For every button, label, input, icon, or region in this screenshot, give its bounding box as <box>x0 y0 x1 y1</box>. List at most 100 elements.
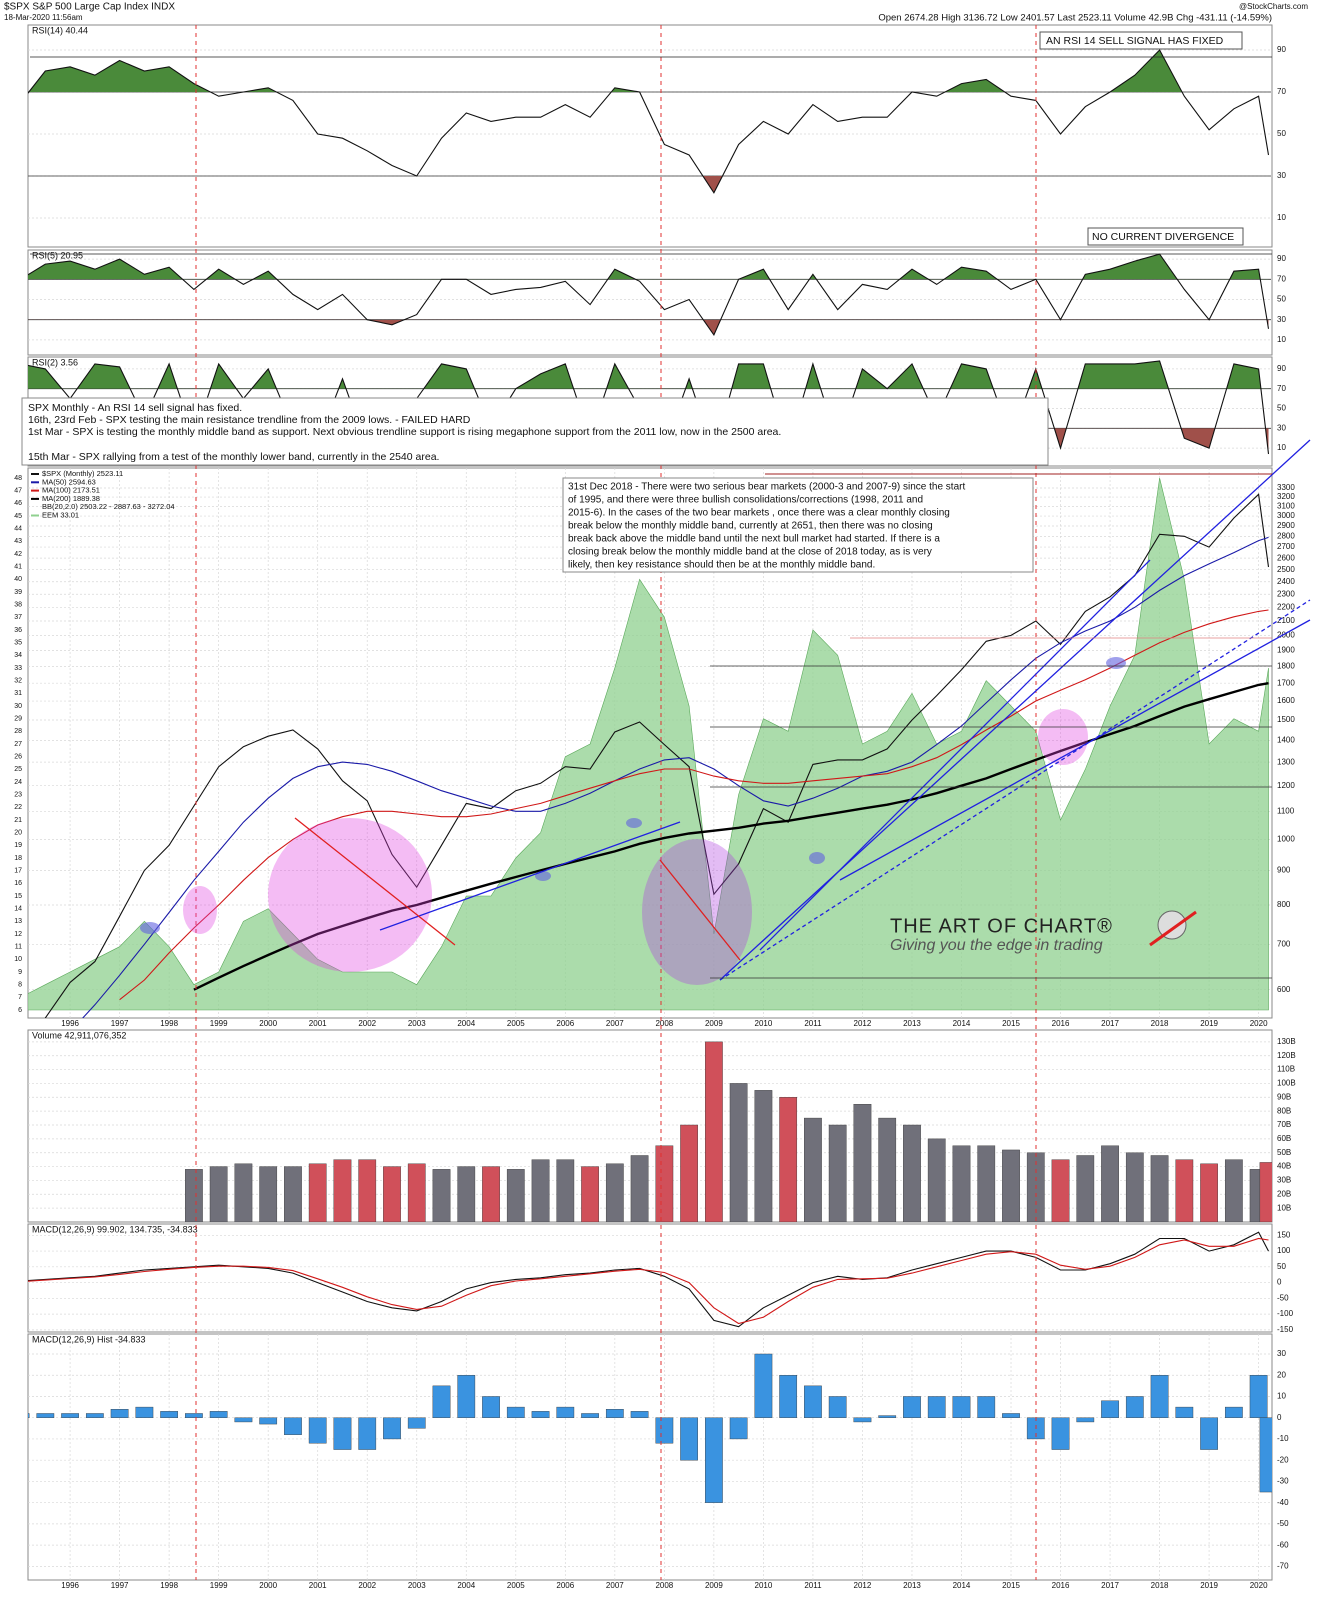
y2-tick-label: 12 <box>14 931 22 938</box>
y2-tick-label: 13 <box>14 918 22 925</box>
y-tick-label: 2600 <box>1277 553 1295 562</box>
y-tick-label: 70 <box>1277 384 1286 393</box>
y-tick-label: 80B <box>1277 1106 1291 1115</box>
x-tick-label: 2002 <box>358 1581 376 1590</box>
y-tick-label: 3200 <box>1277 492 1295 501</box>
bar <box>407 1163 426 1222</box>
x-tick-label: 2016 <box>1052 1581 1070 1590</box>
bar <box>1249 1375 1268 1418</box>
y-tick-label: 30 <box>1277 315 1286 324</box>
highlight <box>535 871 551 881</box>
bar <box>1259 1162 1272 1222</box>
y2-tick-label: 26 <box>14 754 22 761</box>
bar <box>457 1375 476 1418</box>
y-tick-label: 600 <box>1277 985 1291 994</box>
date: 18-Mar-2020 11:56am <box>4 13 83 22</box>
y-tick-label: 40B <box>1277 1162 1291 1171</box>
highlight <box>268 818 432 972</box>
y-tick-label: 50B <box>1277 1148 1291 1157</box>
bar <box>482 1166 500 1222</box>
panel <box>28 49 1271 219</box>
y-tick-label: 10B <box>1277 1203 1291 1212</box>
x-tick-label: 2004 <box>457 1019 475 1028</box>
panel-title: RSI(2) 3.56 <box>32 357 78 367</box>
trendline <box>379 821 681 931</box>
bar <box>531 1159 550 1222</box>
series-line <box>28 1237 1269 1325</box>
y2-tick-label: 6 <box>18 1007 22 1014</box>
y-tick-label: 1200 <box>1277 781 1295 790</box>
bar <box>1259 1417 1272 1493</box>
x-tick-label: 2007 <box>606 1581 624 1590</box>
overbought-fill <box>28 50 1269 92</box>
y-tick-label: 0 <box>1277 1278 1282 1287</box>
bar <box>432 1385 451 1418</box>
y2-tick-label: 40 <box>14 576 22 583</box>
legend-entry: EEM 33.01 <box>42 510 79 519</box>
logo-title: THE ART OF CHART® <box>890 915 1113 937</box>
bar <box>977 1396 996 1418</box>
x-tick-label: 2001 <box>309 1581 327 1590</box>
panel-frame <box>27 1223 1273 1333</box>
y-tick-label: 30B <box>1277 1176 1291 1185</box>
annotation-line: 2015-6). In the cases of the two bear ma… <box>568 508 950 519</box>
y-tick-label: 130B <box>1277 1037 1296 1046</box>
panel-note: NO CURRENT DIVERGENCE <box>1092 231 1234 243</box>
y2-tick-label: 44 <box>14 526 22 533</box>
y2-tick-label: 32 <box>14 678 22 685</box>
source: @StockCharts.com <box>1239 2 1308 11</box>
trendline <box>759 559 1151 951</box>
y2-tick-label: 30 <box>14 703 22 710</box>
bar <box>1051 1159 1070 1222</box>
bar <box>284 1166 302 1222</box>
y-tick-label: 3300 <box>1277 483 1295 492</box>
x-tick-label: 2010 <box>755 1581 773 1590</box>
x-tick-label: 2020 <box>1250 1581 1268 1590</box>
x-tick-label: 2017 <box>1101 1581 1119 1590</box>
x-tick-label: 2007 <box>606 1019 624 1028</box>
annotation-line: 31st Dec 2018 - There were two serious b… <box>568 482 965 493</box>
bar <box>259 1166 278 1222</box>
y-tick-label: 2700 <box>1277 542 1295 551</box>
y-tick-label: 50 <box>1277 1262 1286 1271</box>
y-tick-label: 70 <box>1277 274 1286 283</box>
x-tick-label: 2001 <box>309 1019 327 1028</box>
bar <box>407 1417 426 1429</box>
bar <box>432 1169 451 1222</box>
bar <box>1150 1375 1169 1418</box>
y-tick-label: 1300 <box>1277 757 1295 766</box>
bar <box>655 1417 674 1444</box>
x-tick-label: 2015 <box>1002 1019 1020 1028</box>
y2-tick-label: 19 <box>14 842 22 849</box>
note-box <box>1087 227 1244 246</box>
legend-entry: $SPX (Monthly) 2523.11 <box>42 469 123 478</box>
y2-tick-label: 33 <box>14 665 22 672</box>
x-tick-label: 2000 <box>259 1019 277 1028</box>
y-tick-label: 70 <box>1277 87 1286 96</box>
y2-tick-label: 48 <box>14 475 22 482</box>
y2-tick-label: 42 <box>14 551 22 558</box>
bar <box>828 1124 847 1222</box>
bar <box>804 1385 822 1418</box>
y-tick-label: 1700 <box>1277 678 1295 687</box>
y-tick-label: 90 <box>1277 254 1286 263</box>
annotation-line: break back above the middle band until t… <box>568 534 940 545</box>
y-tick-label: 60B <box>1277 1134 1291 1143</box>
x-tick-label: 2013 <box>903 1581 921 1590</box>
x-tick-label: 2009 <box>705 1019 723 1028</box>
x-tick-label: 2003 <box>408 1581 426 1590</box>
series-line <box>44 493 1270 1018</box>
panel <box>28 253 1271 341</box>
bar <box>333 1159 352 1222</box>
note-line: SPX Monthly - An RSI 14 sell signal has … <box>28 402 242 414</box>
bar <box>1224 1406 1243 1418</box>
y-tick-label: 2400 <box>1277 577 1295 586</box>
x-tick-label: 1996 <box>61 1019 79 1028</box>
y2-tick-label: 28 <box>14 728 22 735</box>
bar <box>185 1169 203 1222</box>
y-tick-label: 30 <box>1277 423 1286 432</box>
y-tick-label: 1900 <box>1277 646 1295 655</box>
bar <box>754 1353 773 1418</box>
highlight <box>642 839 752 985</box>
x-tick-label: 2003 <box>408 1019 426 1028</box>
